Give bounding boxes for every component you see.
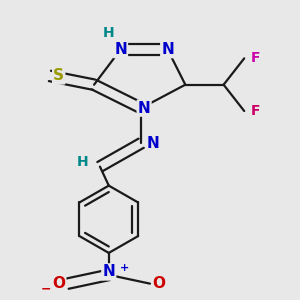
Text: −: − — [40, 283, 51, 296]
Text: F: F — [251, 51, 261, 65]
Text: N: N — [102, 264, 115, 279]
Text: N: N — [138, 100, 151, 116]
Text: H: H — [103, 26, 115, 40]
Text: S: S — [53, 68, 64, 83]
Text: O: O — [52, 276, 65, 291]
Text: N: N — [147, 136, 159, 151]
Text: O: O — [152, 276, 165, 291]
Text: H: H — [76, 155, 88, 169]
Text: N: N — [114, 42, 127, 57]
Text: F: F — [251, 104, 261, 118]
Text: N: N — [161, 42, 174, 57]
Text: +: + — [120, 262, 130, 272]
